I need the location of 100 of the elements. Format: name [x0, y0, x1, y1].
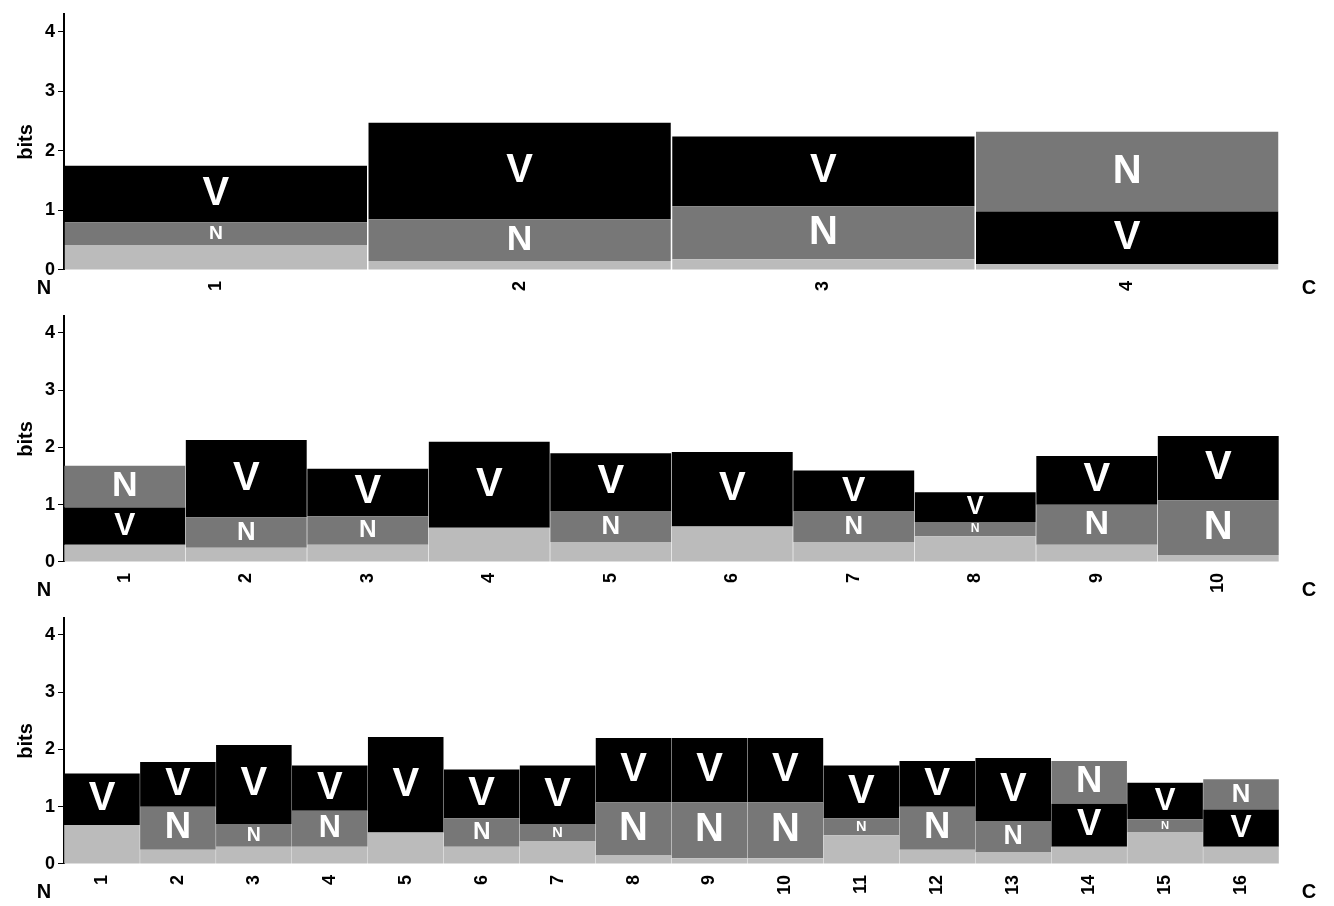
x-tick-label: 3: [356, 572, 377, 583]
x-tick-label: 8: [964, 572, 985, 583]
text: N: [164, 805, 192, 847]
x-tick-label: 10: [1207, 572, 1228, 594]
text: V: [506, 146, 533, 191]
text: N: [1203, 502, 1233, 547]
bar: [64, 222, 367, 245]
bar: [976, 211, 1279, 265]
text: N: [1084, 503, 1110, 542]
text: V: [848, 766, 875, 811]
x-tick-label: 8: [622, 874, 643, 885]
x-tick-label: 15: [1154, 874, 1175, 896]
y-axis-title: bits: [13, 723, 36, 759]
x-tick-label: 5: [599, 572, 620, 583]
text: C: [1301, 879, 1317, 902]
y-axis-title: bits: [13, 124, 36, 160]
bar: [976, 131, 1279, 212]
text: N: [1003, 820, 1023, 851]
text: N: [770, 805, 800, 850]
text: V: [924, 759, 951, 803]
text: N: [1112, 146, 1142, 191]
x-tick-label: 4: [318, 874, 339, 885]
text: V: [1230, 807, 1252, 844]
x-tick-label: 9: [1085, 572, 1106, 583]
text: V: [1154, 781, 1176, 817]
x-tick-label: 1: [204, 280, 225, 291]
text: V: [392, 759, 420, 804]
text: N: [472, 817, 491, 845]
text: V: [354, 467, 382, 512]
text: N: [1231, 778, 1251, 807]
bar: [976, 264, 1279, 270]
text: C: [1301, 577, 1317, 600]
x-tick-label: 3: [242, 874, 263, 885]
text: N: [246, 822, 261, 845]
text: N: [619, 803, 648, 848]
x-tick-label: 6: [721, 572, 742, 583]
x-tick-label: 4: [478, 572, 499, 583]
y-tick-label: 3: [45, 80, 56, 101]
x-tick-label: 13: [1002, 874, 1023, 896]
text: V: [88, 774, 116, 819]
y-tick-label: 4: [45, 20, 56, 41]
text: N: [36, 577, 52, 600]
text: N: [924, 805, 951, 847]
text: V: [232, 453, 260, 498]
series-label: V: [1113, 212, 1141, 257]
text: V: [772, 745, 799, 790]
bar: [64, 465, 186, 508]
x-tick-label: 11: [850, 874, 871, 895]
text: N: [695, 805, 724, 850]
y-tick-label: 2: [45, 139, 56, 160]
x-tick-label: 12: [926, 874, 947, 896]
text: V: [475, 459, 503, 504]
series-label: V: [468, 768, 496, 813]
series-label: V: [1083, 455, 1111, 500]
y-tick-label: 4: [45, 321, 56, 342]
x-tick-label: 2: [235, 572, 256, 583]
x-tick-label: 4: [1116, 280, 1137, 291]
x-tick-label: 5: [394, 874, 415, 885]
bar: [64, 244, 367, 270]
x-tick-label: 7: [842, 572, 863, 583]
series-label: N: [970, 521, 980, 536]
text: N: [552, 823, 563, 840]
text: V: [718, 464, 746, 509]
series-label: V: [114, 505, 136, 542]
x-tick-label: 14: [1078, 874, 1099, 896]
text: V: [966, 490, 984, 519]
y-tick-label: 2: [45, 436, 56, 457]
text: N: [358, 515, 377, 543]
x-tick-label: 10: [774, 874, 795, 896]
text: V: [316, 763, 343, 807]
text: C: [1301, 275, 1317, 298]
text: V: [620, 745, 647, 790]
x-tick-label: 1: [113, 572, 134, 583]
x-tick-label: 2: [166, 874, 187, 885]
y-tick-label: 1: [45, 493, 56, 514]
text: V: [1204, 443, 1232, 488]
y-tick-label: 0: [45, 550, 56, 571]
text: N: [601, 510, 621, 539]
text: N: [506, 217, 533, 258]
y-tick-label: 4: [45, 623, 56, 644]
text: V: [842, 468, 866, 508]
text: N: [36, 879, 52, 902]
bar: [1127, 819, 1203, 833]
text: N: [1075, 759, 1103, 801]
text: N: [856, 817, 867, 834]
text: N: [808, 207, 838, 252]
y-axis-title: bits: [13, 421, 36, 457]
x-tick-label: 6: [470, 874, 491, 885]
text: N: [318, 809, 341, 844]
y-tick-label: 1: [45, 795, 56, 816]
y-tick-label: 2: [45, 738, 56, 759]
y-tick-label: 0: [45, 852, 56, 873]
x-tick-label: 7: [546, 874, 567, 885]
text: V: [999, 764, 1027, 809]
series-label: N: [1161, 819, 1170, 831]
x-tick-label: 3: [812, 280, 833, 291]
x-tick-label: 9: [698, 874, 719, 885]
bar: [550, 511, 672, 542]
text: V: [544, 769, 571, 814]
text: V: [240, 759, 268, 804]
